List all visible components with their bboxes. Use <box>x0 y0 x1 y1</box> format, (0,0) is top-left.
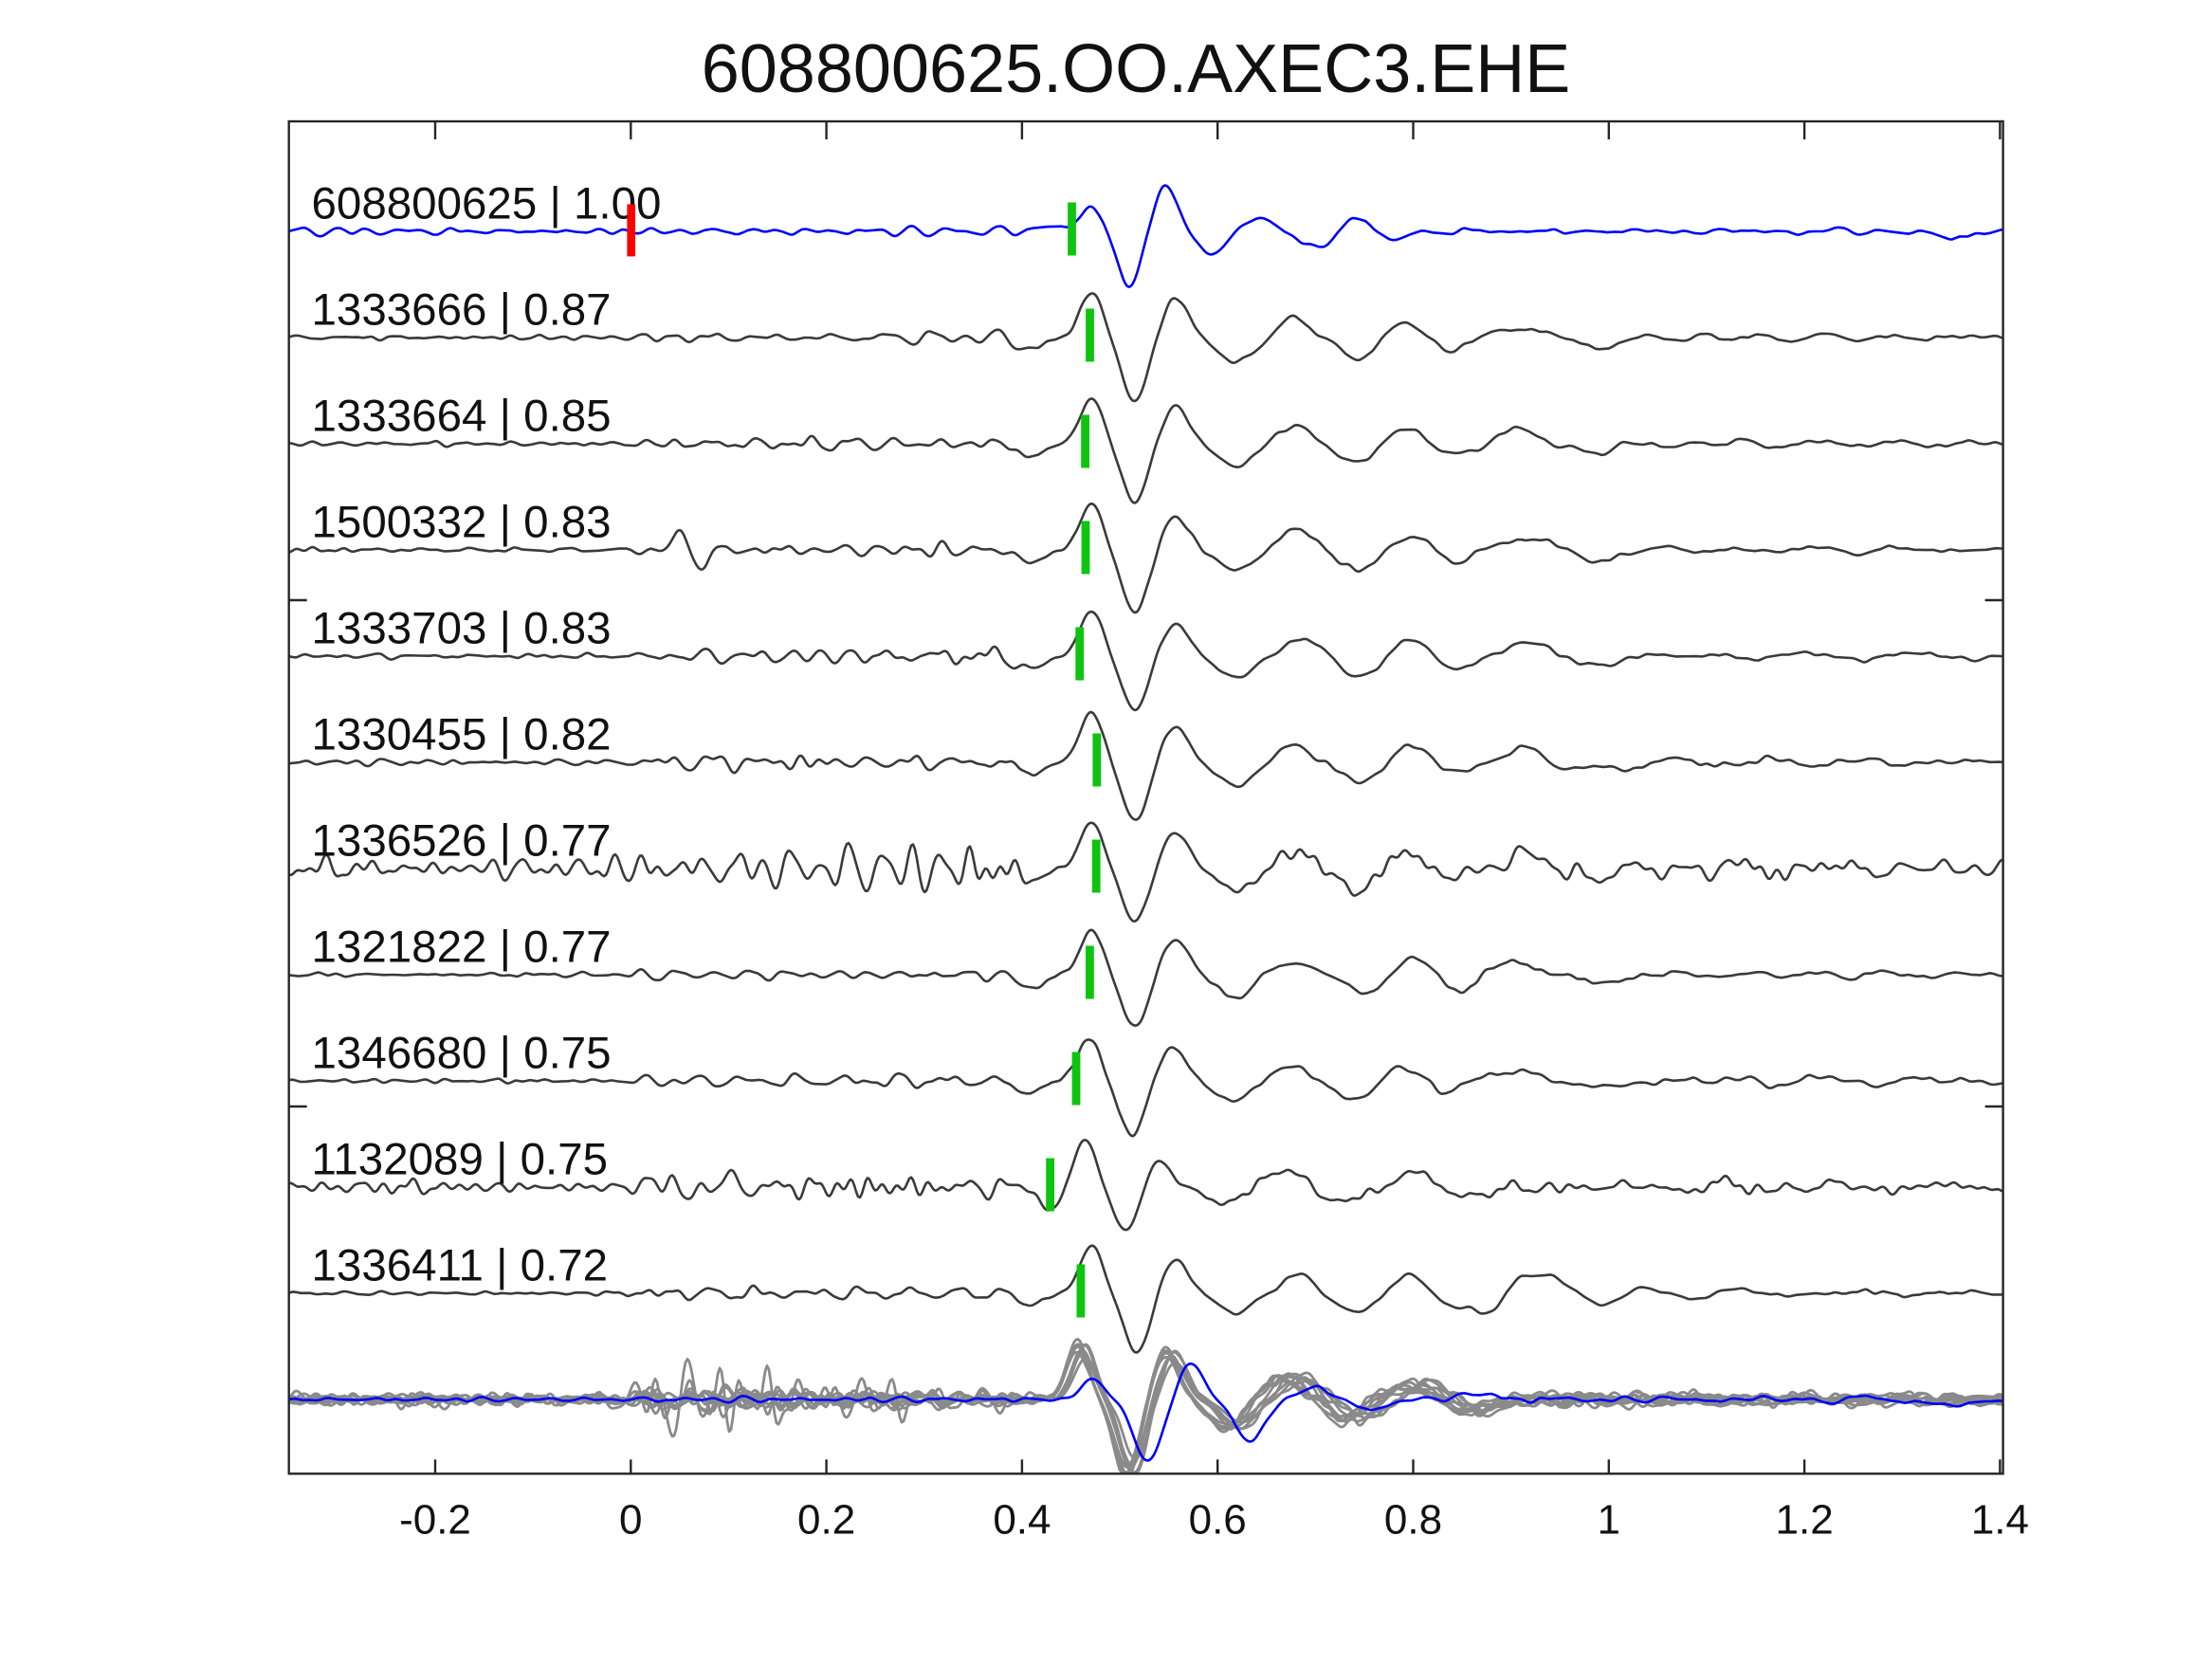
svg-text:1.2: 1.2 <box>1776 1497 1834 1544</box>
svg-text:608800625 | 1.00: 608800625 | 1.00 <box>312 179 662 229</box>
svg-text:1132089 | 0.75: 1132089 | 0.75 <box>312 1135 609 1185</box>
svg-text:1346680 | 0.75: 1346680 | 0.75 <box>312 1029 612 1079</box>
svg-text:1321822 | 0.77: 1321822 | 0.77 <box>312 923 612 973</box>
svg-text:1.4: 1.4 <box>1971 1497 2029 1544</box>
svg-text:0.8: 0.8 <box>1384 1497 1442 1544</box>
svg-text:1333666 | 0.87: 1333666 | 0.87 <box>312 285 612 336</box>
svg-text:0.4: 0.4 <box>993 1497 1051 1544</box>
svg-text:1500332 | 0.83: 1500332 | 0.83 <box>312 498 612 548</box>
svg-text:1336526 | 0.77: 1336526 | 0.77 <box>312 816 612 867</box>
svg-text:0: 0 <box>619 1497 642 1544</box>
svg-text:1333703 | 0.83: 1333703 | 0.83 <box>312 604 612 654</box>
svg-text:1336411 | 0.72: 1336411 | 0.72 <box>312 1241 609 1291</box>
svg-text:608800625.OO.AXEC3.EHE: 608800625.OO.AXEC3.EHE <box>702 31 1571 107</box>
svg-text:1333664 | 0.85: 1333664 | 0.85 <box>312 392 612 442</box>
svg-text:1330455 | 0.82: 1330455 | 0.82 <box>312 710 612 760</box>
svg-text:0.6: 0.6 <box>1189 1497 1247 1544</box>
svg-text:-0.2: -0.2 <box>399 1497 471 1544</box>
svg-text:0.2: 0.2 <box>797 1497 855 1544</box>
svg-text:1: 1 <box>1598 1497 1620 1544</box>
